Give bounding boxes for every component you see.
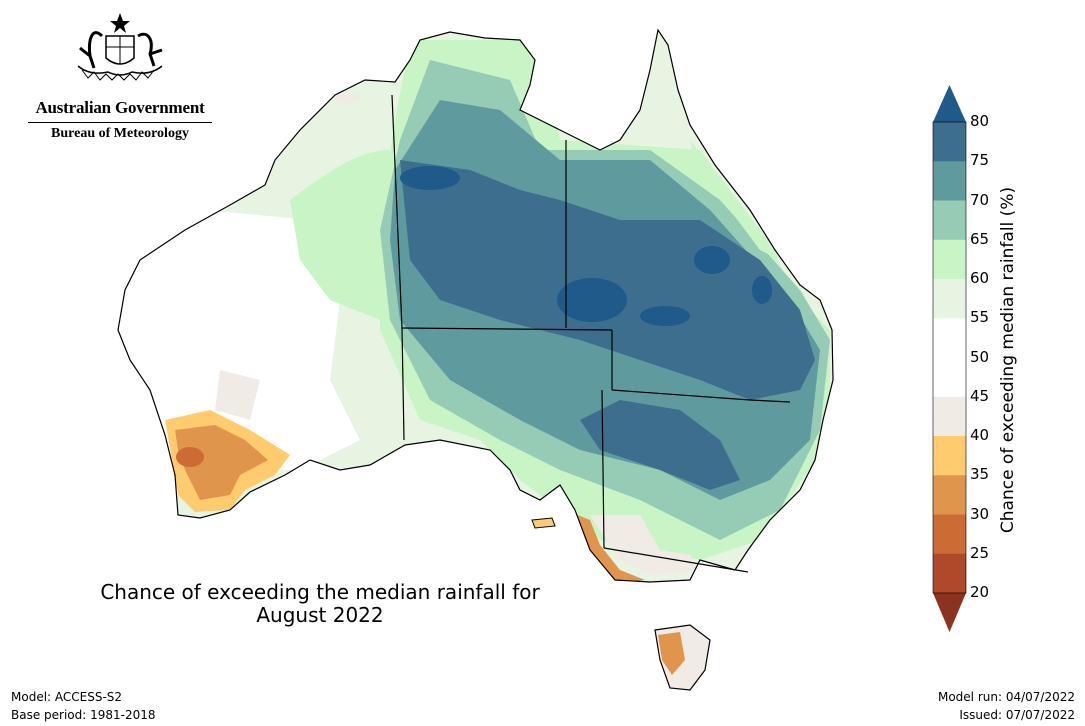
coat-of-arms-space [20,10,220,94]
coastline [117,28,834,583]
colorbar-segment [933,200,966,241]
coat-of-arms-icon [77,13,163,81]
colorbar-segment [933,161,966,201]
branding-divider [28,122,212,123]
base-period: Base period: 1981-2018 [11,708,156,722]
model-run: Model run: 04/07/2022 [937,690,1075,704]
colorbar-arrow-bottom [933,593,966,632]
colorbar-segment [933,239,966,280]
colorbar-segment [933,475,966,515]
bureau-name: Bureau of Meteorology [51,126,189,141]
map-title: Chance of exceeding the median rainfall … [80,581,560,627]
map-title-line1: Chance of exceeding the median rainfall … [100,580,540,604]
colorbar [932,85,967,632]
footer-left: Model: ACCESS-S2 Base period: 1981-2018 [11,688,156,724]
colorbar-segment [933,553,966,594]
kangaroo-island [531,517,556,529]
footer-right: Model run: 04/07/2022 Issued: 07/07/2022 [938,688,1075,724]
colorbar-segment [933,318,966,358]
colorbar-segment [933,436,966,476]
colorbar-segment [933,514,966,555]
colorbar-segment [933,279,966,319]
issued-date: Issued: 07/07/2022 [959,708,1075,722]
colorbar-arrow-top [933,85,966,122]
government-branding: Australian Government Bureau of Meteorol… [20,10,220,142]
map-title-line2: August 2022 [256,603,384,627]
colorbar-segment [933,396,966,437]
colorbar-segment [933,357,966,398]
colorbar-segment [933,122,966,162]
government-name: Australian Government [35,98,205,117]
model-name: Model: ACCESS-S2 [11,690,123,704]
tasmania-shading [658,632,685,675]
state-borders [391,94,791,573]
